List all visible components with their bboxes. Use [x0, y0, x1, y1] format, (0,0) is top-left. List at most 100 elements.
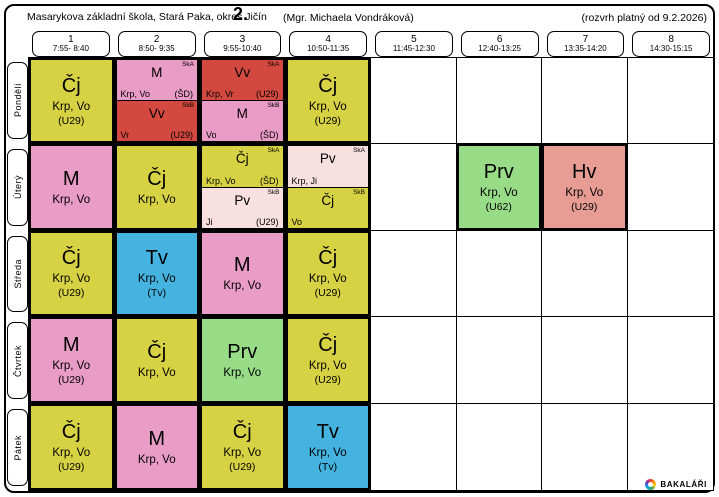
lesson-card: M Krp, Vo [29, 144, 114, 230]
lesson-teacher: Ji [206, 216, 213, 227]
lesson-room: (U29) [255, 89, 279, 100]
lesson-teacher: Krp, Vo [137, 273, 176, 286]
lesson-subject: Čj [61, 247, 81, 270]
lesson-room: (Tv) [318, 460, 338, 473]
lesson-teacher: Krp, Vo [52, 359, 91, 372]
cell-day5-period8 [628, 404, 714, 490]
cell-day4-period5 [371, 317, 457, 404]
lesson-room: (Tv) [147, 287, 167, 300]
cell-day1-period8 [627, 58, 713, 145]
cell-day5-period7 [542, 403, 628, 490]
lesson-room: (U29) [314, 287, 341, 300]
lesson-subject: Čj [235, 151, 249, 167]
lesson-room: (U29) [314, 114, 341, 127]
day-label: Čtvrtek [12, 344, 23, 377]
cell-day5-period6 [457, 403, 542, 490]
lesson-group-skb: SkB Čj Vo [287, 186, 368, 228]
lesson-teacher: Krp, Vo [223, 366, 262, 379]
cell-day2-period5 [371, 144, 457, 231]
lesson-teacher: Vo [206, 130, 217, 141]
lesson-teacher: Krp, Vo [308, 446, 347, 459]
period-time: 14:30-15:15 [649, 44, 693, 54]
lesson-card: Hv Krp, Vo (U29) [542, 144, 627, 230]
lesson-teacher: Krp, Vo [137, 194, 176, 207]
cell-day2-period6: Prv Krp, Vo (U62) [456, 144, 542, 231]
lesson-card: Čj Krp, Vo (U29) [29, 58, 114, 144]
lesson-meta: Vo (ŠD) [206, 130, 279, 140]
period-number: 7 [582, 34, 589, 46]
period-number: 1 [68, 34, 74, 46]
lesson-card: Čj Krp, Vo (U29) [29, 403, 114, 490]
bakalari-logo-text: BAKALÁŘI [660, 480, 707, 489]
lesson-room: (U29) [58, 114, 85, 127]
lesson-teacher: Krp, Vo [308, 359, 347, 372]
lesson-subject: M [62, 168, 80, 191]
lesson-card-split: SkA Čj Krp, Vo (ŠD) SkB Pv Ji (U29) [200, 144, 285, 230]
bakalari-brand: BAKALÁŘI [642, 479, 707, 490]
cell-day1-period5 [371, 58, 457, 145]
lesson-card: Čj Krp, Vo (U29) [200, 403, 285, 490]
lesson-subject: Vv [148, 106, 165, 122]
lesson-teacher: Krp, Vo [137, 453, 176, 466]
lesson-teacher: Krp, Vo [223, 446, 262, 459]
period-number: 2 [153, 34, 160, 46]
class-teacher: (Mgr. Michaela Vondráková) [283, 12, 414, 24]
lesson-card: Tv Krp, Vo (Tv) [114, 230, 199, 317]
lesson-meta: Krp, Vo (ŠD) [121, 89, 194, 99]
period-tab-8: 8 14:30-15:15 [632, 31, 710, 57]
group-label: SkA [267, 61, 280, 68]
lesson-teacher: Krp, Vo [52, 194, 91, 207]
lesson-teacher: Krp, Vo [52, 446, 91, 459]
period-tab-4: 4 10:50-11:35 [289, 31, 367, 57]
lesson-card: Čj Krp, Vo (U29) [285, 317, 370, 403]
lesson-card-split: SkA M Krp, Vo (ŠD) SkB Vv Vr (U29) [114, 58, 199, 144]
period-tab-2: 2 8:50- 9:35 [117, 31, 196, 57]
lesson-room: (U29) [571, 201, 598, 214]
lesson-card: M Krp, Vo [200, 230, 285, 317]
group-label: SkA [353, 147, 365, 155]
lesson-teacher: Krp, Vr [206, 89, 234, 100]
lesson-subject: M [233, 254, 251, 277]
day-tab-1: Pondělí [7, 62, 28, 139]
period-number: 6 [496, 34, 503, 46]
period-tab-1: 1 7:55- 8:40 [32, 31, 110, 57]
day-tab-2: Úterý [7, 148, 28, 226]
lesson-teacher: Krp, Vo [479, 187, 518, 200]
period-number: 4 [325, 34, 331, 46]
lesson-teacher: Krp, Vo [120, 89, 151, 100]
cell-day1-period6 [456, 58, 542, 145]
period-time: 7:55- 8:40 [52, 44, 89, 54]
lesson-teacher: Krp, Vo [223, 280, 262, 293]
cell-day3-period8 [627, 231, 713, 318]
period-header-row: 1 7:55- 8:40 2 8:50- 9:35 3 9:55-10:40 4 10:50-… [28, 31, 714, 57]
lesson-teacher: Krp, Vo [52, 273, 91, 286]
period-number: 5 [411, 34, 417, 46]
day-tab-5: Pátek [7, 409, 28, 486]
lesson-teacher: Krp, Vo [52, 100, 91, 113]
period-tab-7: 7 13:35-14:20 [546, 31, 625, 57]
cell-day3-period1: Čj Krp, Vo (U29) [29, 230, 115, 318]
cell-day4-period6 [456, 317, 542, 404]
lesson-card: Tv Krp, Vo (Tv) [285, 403, 370, 490]
lesson-subject: Vv [234, 65, 251, 80]
validity-note: (rozvrh platný od 9.2.2026) [581, 12, 708, 24]
lesson-meta: Vr (U29) [121, 130, 194, 140]
lesson-teacher: Krp, Vo [565, 187, 604, 200]
cell-day4-period2: Čj Krp, Vo [114, 317, 200, 404]
cell-day3-period2: Tv Krp, Vo (Tv) [114, 230, 200, 318]
lesson-subject: Čj [147, 168, 167, 191]
period-tab-3: 3 9:55-10:40 [203, 31, 282, 57]
lesson-card: Čj Krp, Vo (U29) [285, 58, 370, 144]
lesson-group-ska: SkA Vv Krp, Vr (U29) [202, 60, 283, 101]
cell-day1-period3: SkA Vv Krp, Vr (U29) SkB M Vo (ŠD) [200, 58, 286, 145]
group-label: SkB [267, 188, 280, 196]
cell-day1-period1: Čj Krp, Vo (U29) [29, 58, 115, 145]
lesson-subject: Čj [61, 74, 81, 97]
group-label: SkB [353, 188, 365, 196]
cell-day5-period3: Čj Krp, Vo (U29) [200, 403, 286, 490]
day-label: Pondělí [12, 83, 23, 118]
lesson-room: (U62) [485, 201, 512, 214]
lesson-room: (ŠD) [260, 130, 279, 141]
timetable-grid: Čj Krp, Vo (U29) SkA M Krp, Vo (ŠD) SkB Vv Vr (U29… [28, 57, 714, 491]
period-tab-6: 6 12:40-13:25 [460, 31, 539, 57]
